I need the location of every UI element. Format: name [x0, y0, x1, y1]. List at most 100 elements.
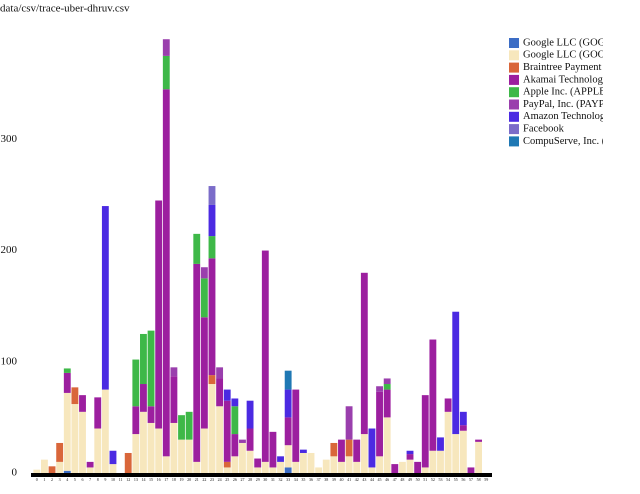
bar-segment	[193, 233, 201, 264]
bar-segment	[223, 389, 231, 401]
bar-segment	[162, 456, 170, 473]
x-tick-label: 8	[97, 477, 99, 482]
bar-segment	[353, 461, 361, 473]
x-tick-label: 27	[240, 477, 244, 482]
bar-segment	[94, 397, 102, 429]
legend-swatch	[509, 50, 519, 61]
bar-segment	[86, 461, 94, 468]
bar-segment	[246, 450, 254, 473]
bar-segment	[429, 450, 437, 473]
x-tick-label: 23	[210, 477, 214, 482]
bar-segment	[406, 450, 414, 455]
bar-segment	[345, 439, 353, 457]
bar-segment	[269, 431, 277, 468]
bar-segment	[140, 384, 147, 412]
bar-segment	[444, 411, 452, 473]
x-tick-label: 30	[263, 477, 267, 482]
bar-segment	[170, 376, 178, 423]
bar-segment	[414, 461, 422, 473]
bar-segment	[56, 442, 64, 462]
x-tick-label: 37	[317, 477, 321, 482]
bar-segment	[406, 459, 414, 473]
bar-segment	[429, 339, 437, 451]
bar-segment	[231, 398, 239, 407]
x-tick-label: 9	[104, 477, 106, 482]
bar-segment	[56, 461, 64, 473]
bar-segment	[254, 467, 262, 473]
bar-segment	[383, 417, 391, 473]
legend-swatch	[509, 136, 519, 147]
legend-label: Akamai Technologi	[523, 74, 606, 85]
bar-segment	[132, 434, 140, 473]
bar-segment	[86, 467, 94, 473]
legend-swatch	[509, 99, 519, 110]
bar-segment	[162, 89, 170, 457]
x-axis	[31, 473, 492, 477]
bar-segment	[178, 439, 185, 473]
bar-segment	[299, 449, 307, 453]
x-tick-label: 36	[309, 477, 313, 482]
bar-segment	[459, 425, 467, 431]
x-tick-label: 22	[202, 477, 206, 482]
x-tick-label: 12	[126, 477, 130, 482]
legend-label: Google LLC (GOG	[523, 37, 606, 48]
bar-segment	[391, 464, 399, 473]
x-tick-label: 53	[438, 477, 442, 482]
x-tick-label: 18	[172, 477, 176, 482]
bar-segment	[40, 459, 48, 473]
bar-segment	[208, 186, 216, 205]
x-tick-label: 33	[286, 477, 290, 482]
bar-segment	[208, 375, 216, 385]
bar-segment	[338, 461, 345, 473]
y-tick-label: 200	[1, 244, 18, 256]
x-tick-label: 0	[36, 477, 38, 482]
legend-label: PayPal, Inc. (PAYP.	[523, 99, 606, 110]
x-tick-label: 41	[347, 477, 351, 482]
bar-segment	[231, 406, 239, 435]
bar-segment	[284, 417, 292, 446]
bar-segment	[200, 267, 208, 279]
x-tick-label: 17	[164, 477, 168, 482]
legend-swatch	[509, 74, 519, 85]
legend: Google LLC (GOG Google LLC (GOOBraintree …	[509, 37, 606, 147]
y-tick-label: 300	[1, 133, 18, 145]
bar-segment	[223, 461, 231, 468]
x-tick-label: 19	[180, 477, 184, 482]
x-tick-label: 50	[416, 477, 420, 482]
bar-segment	[208, 384, 216, 473]
bar-segment	[147, 406, 155, 423]
bar-segment	[437, 437, 444, 451]
x-tick-label: 43	[362, 477, 366, 482]
x-tick-label: 25	[225, 477, 229, 482]
bar-segment	[79, 395, 86, 412]
bar-segment	[200, 278, 208, 318]
bar-segment	[475, 439, 483, 442]
bar-segment	[216, 367, 224, 379]
bar-segment	[109, 464, 117, 473]
bar-segment	[147, 330, 155, 407]
bar-segment	[63, 368, 71, 373]
bar-segment	[292, 389, 300, 462]
x-tick-label: 7	[89, 477, 91, 482]
x-tick-label: 59	[484, 477, 488, 482]
bar-segment	[452, 311, 460, 435]
bar-segment	[383, 384, 391, 390]
bar-segment	[284, 370, 292, 390]
x-tick-label: 5	[74, 477, 76, 482]
bar-segment	[383, 389, 391, 418]
bar-segment	[459, 430, 467, 473]
x-tick-label: 51	[423, 477, 427, 482]
chart-title: data/csv/trace-uber-dhruv.csv	[0, 3, 130, 15]
bar-segment	[254, 458, 262, 468]
bar-segment	[200, 428, 208, 473]
bar-segment	[155, 428, 163, 473]
x-tick-label: 56	[461, 477, 465, 482]
bar-segment	[208, 258, 216, 376]
x-tick-label: 47	[393, 477, 397, 482]
bar-segment	[338, 439, 345, 462]
x-tick-label: 10	[111, 477, 115, 482]
bar-segment	[185, 439, 193, 473]
bar-segment	[200, 317, 208, 429]
bar-segment	[246, 428, 254, 451]
x-tick-label: 49	[408, 477, 412, 482]
